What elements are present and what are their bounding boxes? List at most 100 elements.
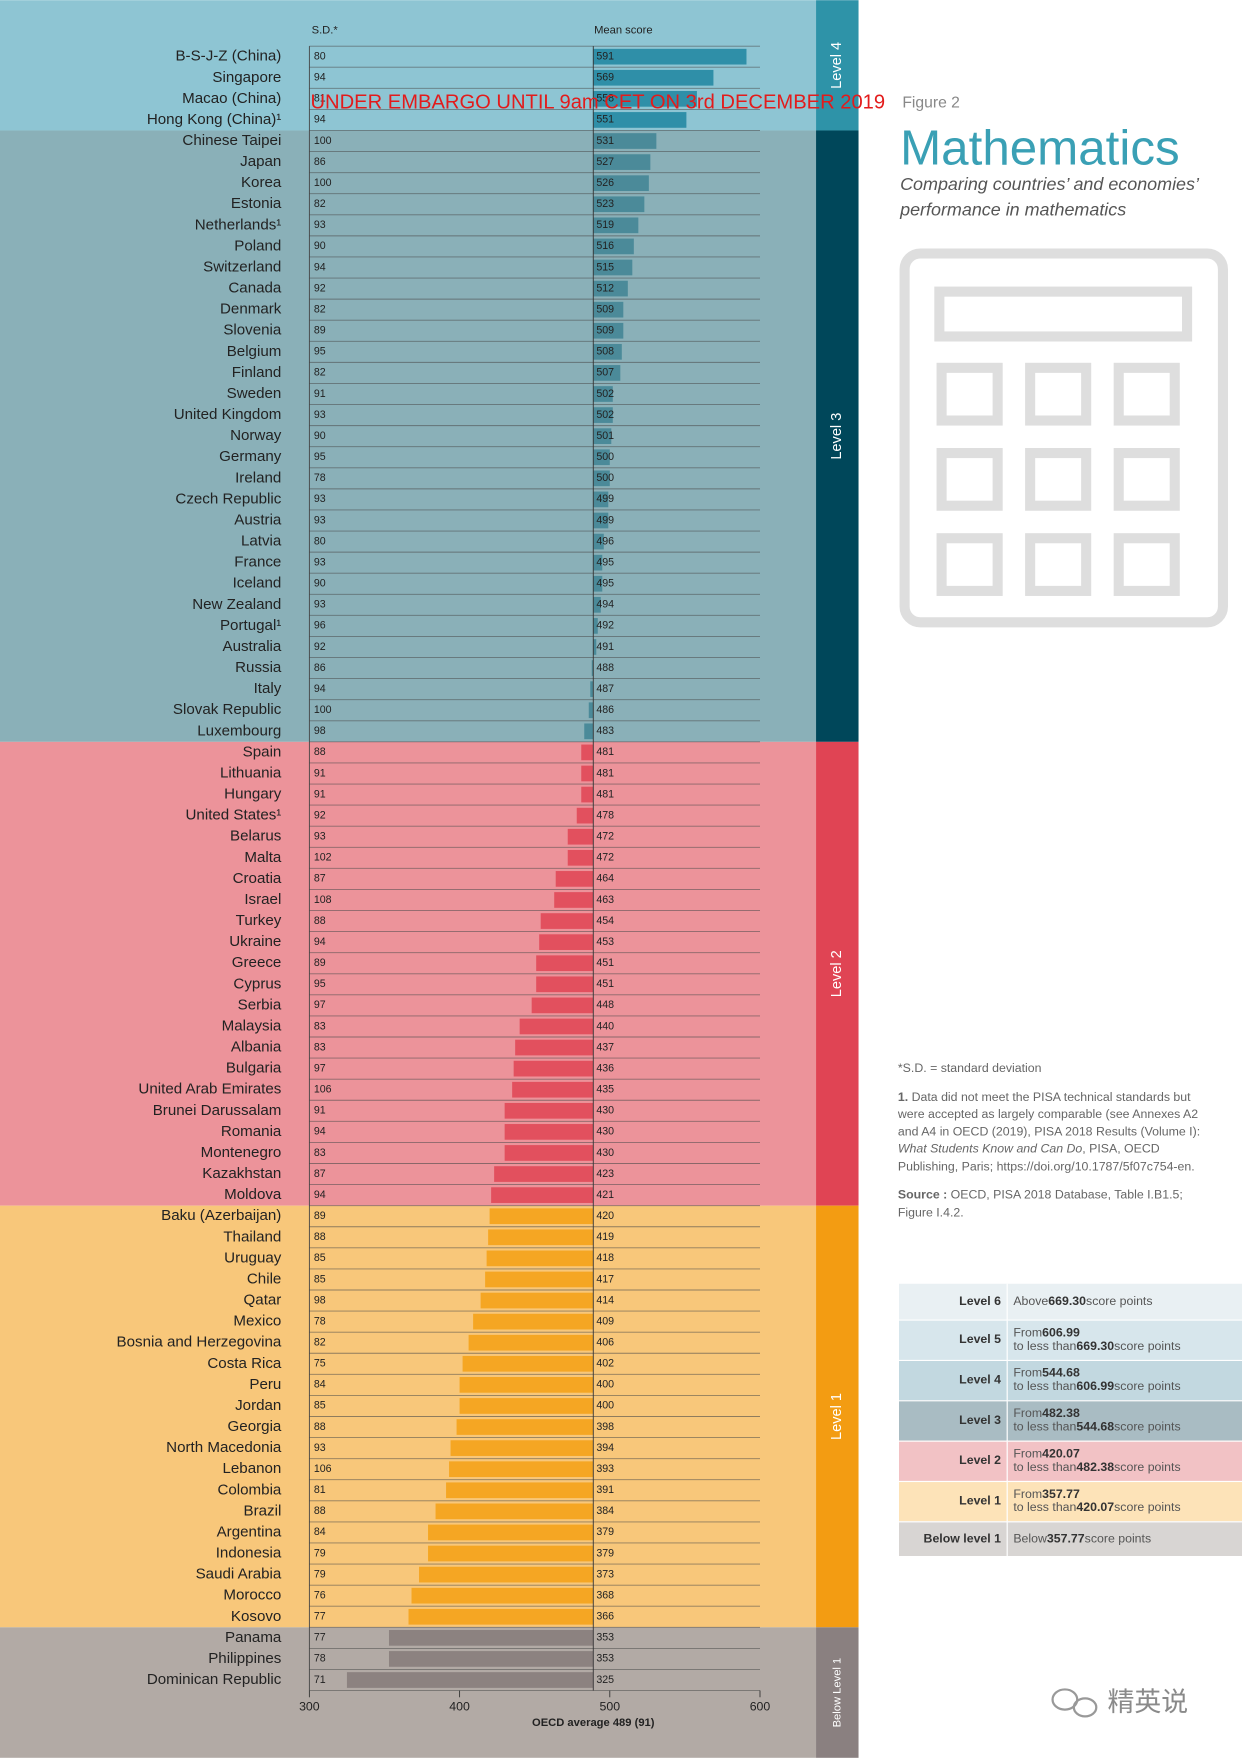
level-label: Below Level 1 [831, 1658, 843, 1728]
bar [539, 934, 594, 950]
bar [519, 1018, 594, 1035]
level-name: Level 1 [898, 1480, 1008, 1522]
level-band [0, 1627, 817, 1758]
sd-label: 93 [314, 1442, 326, 1454]
level-label: Level 2 [829, 950, 845, 997]
country-label: Hong Kong (China)¹ [147, 111, 282, 128]
sd-header: S.D.* [312, 24, 339, 36]
figure-label: Figure 2 [902, 94, 960, 111]
sd-label: 78 [314, 472, 326, 484]
country-label: Italy [254, 680, 282, 697]
country-label: Brazil [244, 1502, 282, 1519]
range-text: Below [1013, 1531, 1047, 1546]
source: Source : OECD, PISA 2018 Database, Table… [898, 1187, 1201, 1222]
country-label: Peru [249, 1376, 281, 1393]
range-text: to less than [1013, 1501, 1077, 1515]
range-text: score points [1084, 1531, 1152, 1546]
country-label: Malaysia [222, 1017, 282, 1034]
range-text: 482.38 [1076, 1460, 1115, 1475]
sd-label: 82 [314, 367, 326, 379]
bar [593, 554, 603, 571]
bar [591, 660, 594, 676]
sd-label: 75 [314, 1358, 326, 1370]
value-label: 420 [596, 1210, 614, 1222]
value-label: 483 [596, 725, 614, 737]
range-text: to less than [1013, 1460, 1077, 1475]
sd-label: 108 [314, 894, 332, 906]
sd-label: 90 [314, 240, 326, 252]
x-tick-label: 400 [449, 1700, 470, 1714]
country-label: Slovenia [223, 322, 282, 339]
country-label: Georgia [228, 1418, 282, 1435]
value-label: 419 [596, 1231, 614, 1243]
bar [513, 1060, 594, 1077]
bar [480, 1292, 594, 1309]
range-text: 357.77 [1042, 1487, 1080, 1502]
footnote-marker: 1. [897, 1090, 909, 1104]
country-label: Japan [240, 153, 281, 170]
sd-label: 100 [314, 704, 332, 716]
range-line: From420.07 [1013, 1447, 1236, 1460]
country-label: Canada [228, 280, 282, 297]
sd-label: 88 [314, 746, 326, 758]
sd-label: 92 [314, 641, 326, 653]
bar [593, 365, 621, 381]
country-label: Estonia [231, 195, 282, 212]
value-label: 325 [596, 1674, 614, 1686]
country-label: Cyprus [233, 975, 281, 992]
level-label: Level 4 [829, 42, 845, 89]
range-line: From606.99 [1013, 1326, 1236, 1339]
bar [593, 280, 628, 297]
value-label: 423 [596, 1168, 614, 1180]
sd-label: 82 [314, 198, 326, 210]
bar [581, 765, 594, 782]
level-name: Level 6 [898, 1283, 1008, 1321]
country-label: Brunei Darussalam [153, 1102, 282, 1119]
sd-label: 89 [314, 325, 326, 337]
sd-label: 80 [314, 535, 326, 547]
sd-label: 91 [314, 388, 326, 400]
range-text: score points [1114, 1420, 1181, 1434]
country-label: Baku (Azerbaijan) [161, 1207, 281, 1224]
level-name: Level 4 [898, 1359, 1008, 1401]
bar [593, 343, 622, 360]
country-label: Turkey [236, 912, 282, 929]
country-label: Belarus [230, 828, 282, 845]
bar [584, 723, 594, 740]
value-label: 430 [596, 1147, 614, 1159]
sd-label: 80 [314, 50, 326, 62]
value-label: 512 [596, 282, 614, 294]
footnote: 1. Data did not meet the PISA technical … [898, 1089, 1201, 1176]
bar [593, 386, 613, 402]
country-label: Ukraine [229, 933, 281, 950]
bar [593, 470, 610, 487]
level-strip [816, 741, 859, 1206]
country-label: Singapore [212, 69, 281, 86]
value-label: 436 [596, 1062, 614, 1074]
value-label: 508 [596, 346, 614, 358]
bar [450, 1440, 594, 1456]
range-line: From544.68 [1013, 1367, 1236, 1380]
range-text: score points [1114, 1501, 1181, 1515]
range-text: From [1013, 1366, 1043, 1381]
sd-label: 91 [314, 767, 326, 779]
bar [346, 1672, 594, 1688]
bar [473, 1313, 594, 1330]
sd-label: 96 [314, 620, 326, 632]
value-label: 454 [596, 915, 614, 927]
bar [488, 1229, 594, 1246]
range-text: 357.77 [1046, 1531, 1085, 1546]
value-label: 488 [596, 662, 614, 674]
value-label: 502 [596, 409, 614, 421]
sd-label: 95 [314, 978, 326, 990]
sd-label: 86 [314, 662, 326, 674]
value-label: 430 [596, 1126, 614, 1138]
country-label: B-S-J-Z (China) [175, 48, 281, 65]
bar [593, 428, 612, 445]
bar [576, 807, 594, 824]
sd-label: 76 [314, 1590, 326, 1602]
range-text: From [1013, 1447, 1043, 1461]
range-text: 544.68 [1076, 1420, 1115, 1434]
bar [459, 1398, 594, 1414]
value-label: 472 [596, 852, 614, 864]
